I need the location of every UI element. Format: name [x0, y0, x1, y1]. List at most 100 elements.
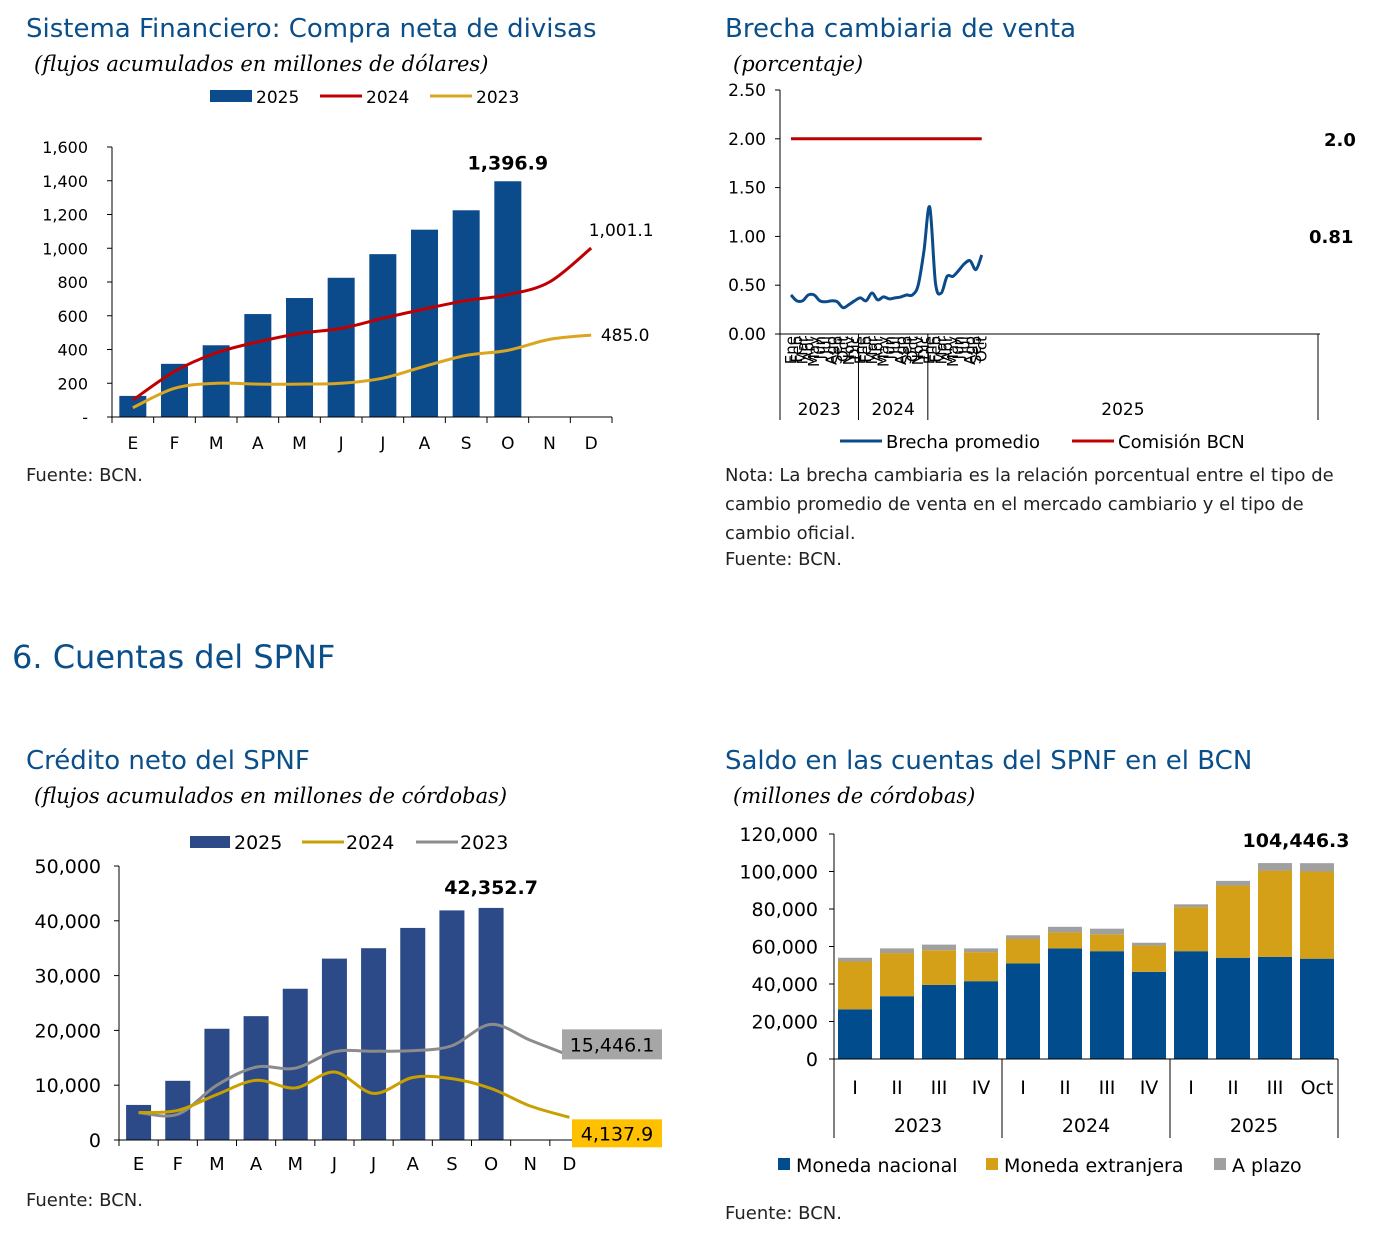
y-tick-label: 10,000: [35, 1075, 101, 1097]
bar-segment-2: [1048, 926, 1082, 933]
x-tick-label: D: [562, 1154, 576, 1175]
credito-title: Crédito neto del SPNF: [26, 746, 310, 776]
y-tick-label: 1.00: [728, 227, 766, 247]
x-tick-label: A: [250, 1154, 263, 1175]
bar-2025: [494, 181, 522, 417]
data-label-brecha: 0.81: [1309, 227, 1353, 248]
x-tick-label: J: [379, 434, 385, 454]
divisas-subtitle: (flujos acumulados en millones de dólare…: [34, 52, 489, 76]
x-tick-label: Mar: [932, 335, 950, 364]
legend-label-brecha: Brecha promedio: [886, 432, 1040, 453]
bar-segment-2: [838, 957, 872, 962]
bar-segment-0: [922, 984, 956, 1059]
x-tick-label: I: [1188, 1077, 1194, 1099]
x-tick-label: F: [173, 1154, 183, 1175]
x-tick-label: IV: [972, 1077, 991, 1099]
saldo-chart: 0 20,000 40,000 60,000 80,000 100,000 120,000 I…: [739, 824, 1349, 1177]
x-tick-label: Nov: [840, 336, 858, 365]
bar-2025: [452, 210, 480, 417]
bar-segment-1: [964, 952, 998, 982]
x-tick-label: M: [292, 434, 307, 454]
legend-label-2024: 2024: [346, 832, 394, 854]
legend-swatch-0: [778, 1158, 790, 1170]
x-tick-label: May: [874, 336, 892, 367]
y-tick-label: 200: [57, 374, 88, 393]
brecha-note: Nota: La brecha cambiaria es la relación…: [725, 465, 1334, 544]
x-tick-label: Abr: [869, 335, 887, 362]
x-tick-label: Oct: [834, 336, 852, 362]
x-tick-label: Sep: [967, 336, 985, 364]
bar-segment-1: [880, 953, 914, 997]
bar-2025: [400, 927, 426, 1140]
bar-2025: [286, 298, 313, 417]
x-tick-label: A: [252, 434, 264, 454]
brecha-subtitle: (porcentaje): [733, 52, 864, 76]
x-tick-label: Sep: [828, 336, 846, 364]
group-label: 2023: [894, 1115, 942, 1137]
bar-segment-2: [1216, 880, 1250, 886]
bar-segment-2: [964, 948, 998, 953]
x-tick-label: M: [287, 1154, 303, 1175]
x-tick-label: E: [127, 434, 138, 454]
y-tick-label: 50,000: [35, 856, 101, 878]
y-tick-label: 2.50: [728, 81, 766, 101]
bar-2025: [244, 314, 272, 417]
brecha-source: Fuente: BCN.: [725, 549, 842, 570]
x-tick-label: Ene: [782, 336, 800, 364]
x-tick-label: Dic: [915, 336, 933, 360]
x-tick-label: Nov: [909, 336, 927, 365]
credito-chart: 2025 2024 2023 0 10,000 20,000 30,000 40,000 50,…: [35, 832, 662, 1175]
divisas-chart: 2025 2024 2023 - 200 400 600 800 1,000 1,200 1,400…: [42, 88, 653, 454]
x-tick-label: Jun: [811, 336, 829, 360]
y-tick-label: 0.50: [728, 276, 766, 296]
y-tick-label: 20,000: [35, 1020, 101, 1042]
x-tick-label: M: [209, 434, 224, 454]
credito-source: Fuente: BCN.: [26, 1190, 143, 1211]
x-tick-label: Feb: [927, 336, 945, 363]
bar-segment-0: [1132, 971, 1166, 1059]
bar-segment-0: [838, 1009, 872, 1059]
x-tick-label: N: [524, 1154, 537, 1175]
bar-segment-0: [1174, 951, 1208, 1059]
x-tick-label: J: [338, 434, 344, 454]
bar-segment-1: [1132, 945, 1166, 972]
bar-segment-0: [1006, 963, 1040, 1059]
y-tick-label: 100,000: [739, 862, 818, 884]
x-tick-label: E: [133, 1154, 144, 1175]
y-tick-label: 0: [89, 1130, 101, 1152]
legend-label-2025: 2025: [256, 88, 299, 108]
x-tick-label: S: [446, 1154, 457, 1175]
legend-swatch-2025: [190, 836, 230, 848]
x-tick-label: Jun: [880, 336, 898, 360]
brecha-chart: 0.000.501.001.502.002.50EneFebMarAbrMayJ…: [728, 81, 1356, 453]
x-tick-label: A: [419, 434, 431, 454]
y-tick-label: 60,000: [752, 937, 818, 959]
bar-segment-2: [1132, 942, 1166, 946]
bar-segment-1: [1174, 907, 1208, 952]
bar-segment-1: [1216, 885, 1250, 958]
x-tick-label: A: [407, 1154, 420, 1175]
y-tick-label: 30,000: [35, 966, 101, 988]
legend-label-1: Moneda extranjera: [1004, 1155, 1183, 1177]
line-brecha: [789, 205, 984, 310]
bar-segment-1: [1006, 939, 1040, 964]
bar-segment-0: [1048, 948, 1082, 1059]
divisas-title: Sistema Financiero: Compra neta de divis…: [26, 14, 597, 44]
x-tick-label: II: [1227, 1077, 1238, 1099]
y-tick-label: 120,000: [739, 824, 818, 846]
data-label-2023: 485.0: [601, 326, 650, 346]
bar-segment-1: [1048, 932, 1082, 949]
bar-2025: [243, 1016, 269, 1140]
x-tick-label: III: [1267, 1077, 1284, 1099]
year-label: 2025: [1101, 400, 1144, 420]
x-tick-label: Abr: [938, 335, 956, 362]
group-label: 2024: [1062, 1115, 1110, 1137]
bar-2025: [327, 277, 355, 417]
x-tick-label: O: [484, 1154, 498, 1175]
credito-subtitle: (flujos acumulados en millones de córdob…: [34, 784, 508, 808]
x-tick-label: Oct: [973, 336, 991, 362]
data-label-box-2023: [562, 1029, 662, 1060]
data-label-2025: 1,396.9: [468, 152, 549, 174]
x-tick-label: N: [543, 434, 556, 454]
saldo-subtitle: (millones de córdobas): [733, 784, 976, 808]
